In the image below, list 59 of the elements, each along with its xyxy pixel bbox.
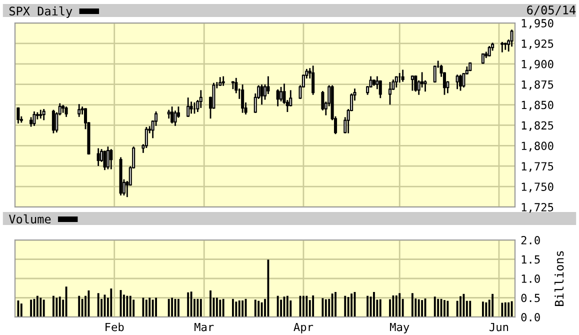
candlestick — [388, 82, 392, 105]
legend-label: SPX Daily — [9, 6, 72, 18]
candlestick — [16, 107, 20, 124]
y-tick-label: 1,775 — [522, 162, 554, 172]
candlestick — [312, 66, 315, 95]
candlestick — [410, 75, 414, 91]
y2-axis-title: Billions — [554, 251, 564, 306]
candlestick — [276, 89, 280, 106]
candlestick — [456, 74, 459, 90]
y-tick-label: 1,825 — [522, 121, 554, 132]
x-tick-label: May — [390, 322, 410, 334]
y-tick-label: 0.0 — [521, 313, 540, 322]
y-tick-label: 1,725 — [522, 203, 554, 213]
y-tick-label: 1.0 — [522, 274, 540, 283]
candlestick — [504, 42, 507, 50]
candlestick — [458, 74, 462, 91]
candlestick — [106, 146, 110, 170]
y-tick-label: 2.0 — [521, 236, 540, 244]
candlestick — [96, 148, 100, 166]
candlestick — [260, 84, 264, 105]
candlestick — [174, 110, 177, 126]
text: 6/05/14 — [527, 6, 576, 16]
y-tick-label: 1,875 — [522, 80, 554, 90]
candlestick — [401, 70, 404, 82]
candlestick — [39, 110, 42, 119]
x-tick-label: Jun — [490, 322, 508, 332]
y-tick-label: 1,950 — [522, 19, 554, 29]
y-tick-label: 1,925 — [522, 39, 554, 50]
y-tick-label: 1,800 — [522, 142, 554, 152]
candlestick — [414, 75, 418, 92]
legend-label: Volume — [9, 214, 51, 224]
y-tick-label: 1,850 — [522, 100, 554, 111]
y-tick-label: 1,750 — [522, 182, 554, 192]
candlestick — [500, 42, 504, 52]
candlestick — [199, 90, 202, 108]
candlestick — [266, 76, 270, 94]
candlestick — [378, 80, 382, 98]
candlestick — [110, 149, 113, 170]
candlestick — [78, 104, 81, 117]
candlestick — [420, 72, 424, 88]
candlestick — [170, 106, 174, 124]
x-tick-label: Feb — [106, 322, 124, 332]
y-tick-label: 1,900 — [522, 60, 554, 70]
candlestick — [42, 108, 46, 120]
candlestick — [52, 110, 55, 134]
x-tick-label: Apr — [294, 322, 314, 334]
candlestick — [394, 76, 398, 88]
candlestick — [241, 84, 244, 113]
candlestick — [190, 102, 193, 114]
candlestick — [424, 80, 427, 92]
x-tick-label: Mar — [194, 322, 214, 332]
candlestick — [280, 86, 283, 102]
candlestick — [62, 104, 65, 113]
candlestick — [103, 150, 106, 170]
y-tick-label: 0.5 — [521, 294, 540, 302]
candlestick — [186, 98, 190, 117]
candlestick — [32, 111, 36, 126]
y-tick-label: 1.5 — [522, 255, 540, 264]
candlestick — [462, 73, 466, 88]
